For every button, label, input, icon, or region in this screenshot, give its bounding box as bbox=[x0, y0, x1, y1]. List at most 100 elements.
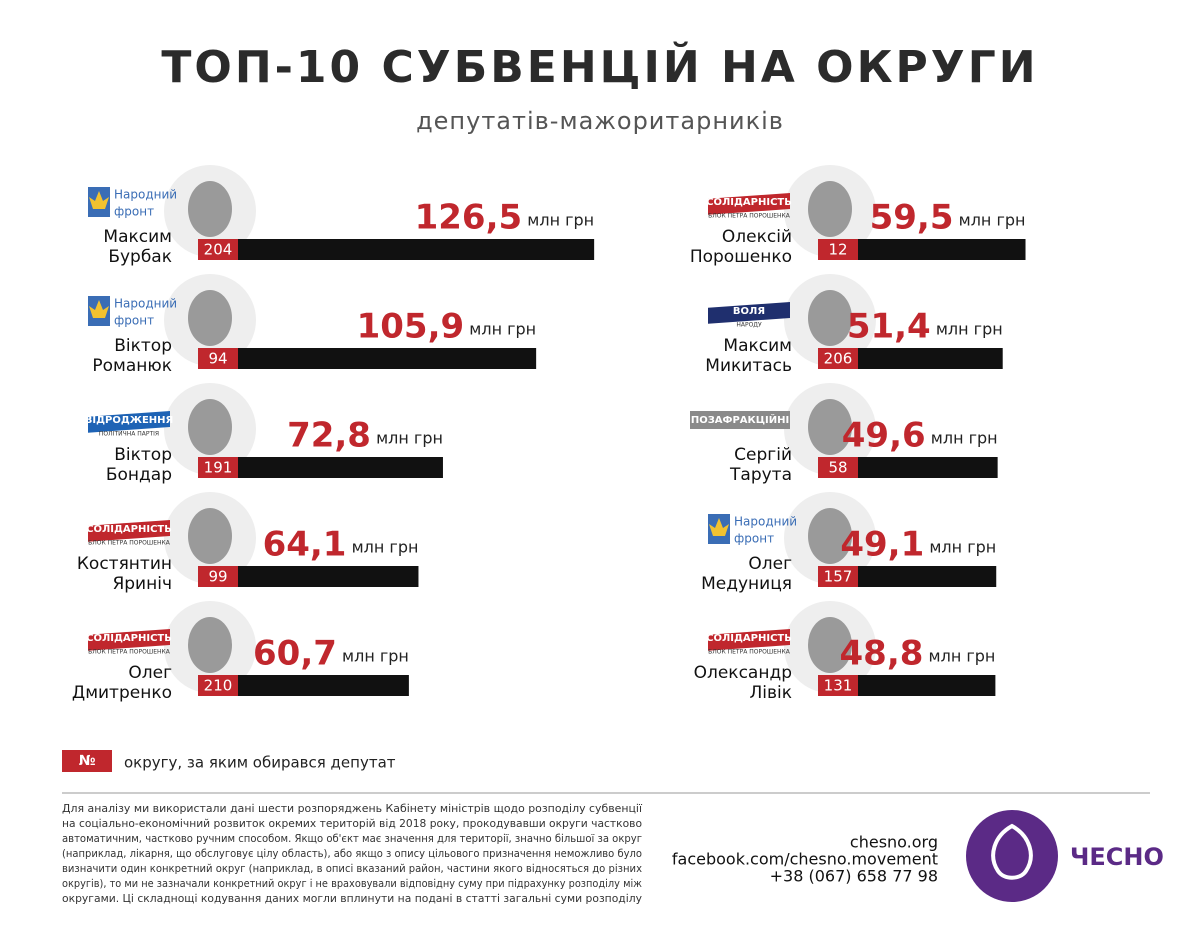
party-badge bbox=[708, 628, 790, 651]
value-label: 51,4 bbox=[847, 307, 931, 347]
name: Олег bbox=[748, 554, 792, 574]
district: 12 bbox=[828, 241, 847, 259]
party-sub: БЛОК ПЕТРА ПОРОШЕНКА bbox=[708, 213, 791, 220]
photo-figure bbox=[808, 617, 852, 673]
name: Яриніч bbox=[112, 574, 172, 594]
bar bbox=[238, 348, 537, 369]
value-label: 49,1 bbox=[840, 525, 924, 565]
party-badge bbox=[690, 411, 790, 429]
district-box bbox=[198, 675, 238, 696]
photo-figure bbox=[188, 399, 232, 455]
district-box bbox=[198, 348, 238, 369]
district: 204 bbox=[204, 241, 233, 259]
district-box bbox=[818, 239, 858, 260]
district: 94 bbox=[208, 350, 227, 368]
party-name: СОЛІДАРНІСТЬ bbox=[706, 633, 792, 644]
name: Микитась bbox=[705, 356, 792, 376]
footnote: визначити один конкретний округ (наприкл… bbox=[62, 863, 642, 875]
name: Дмитренко bbox=[72, 683, 172, 703]
footnote: на соціально-економічний розвиток окреми… bbox=[62, 818, 642, 830]
bar bbox=[238, 457, 443, 478]
value-label: 64,1 bbox=[263, 525, 347, 565]
party-sub: БЛОК ПЕТРА ПОРОШЕНКА bbox=[88, 540, 171, 547]
footnote: (наприклад, лікарня, що обслуговує цілу … bbox=[62, 848, 642, 860]
contact: +38 (067) 658 77 98 bbox=[770, 867, 938, 886]
brand-icon bbox=[991, 823, 1033, 880]
party-badge bbox=[708, 301, 790, 324]
value-label: 60,7 bbox=[253, 634, 337, 674]
district-box bbox=[818, 675, 858, 696]
party-badge bbox=[88, 410, 170, 433]
party-name: фронт bbox=[114, 205, 154, 219]
party-sub: БЛОК ПЕТРА ПОРОШЕНКА bbox=[708, 649, 791, 656]
photo-figure bbox=[808, 399, 852, 455]
value-unit: млн грн bbox=[352, 538, 419, 557]
district: 191 bbox=[204, 459, 233, 477]
photo-figure bbox=[808, 181, 852, 237]
name: Порошенко bbox=[690, 247, 792, 267]
party-name: Народний bbox=[734, 515, 797, 529]
party-icon-star bbox=[89, 191, 109, 209]
district: 210 bbox=[204, 677, 233, 695]
name: Максим bbox=[723, 336, 792, 356]
value-unit: млн грн bbox=[929, 647, 996, 666]
district-box bbox=[198, 566, 238, 587]
district: 131 bbox=[824, 677, 853, 695]
name: Віктор bbox=[114, 336, 172, 356]
value-label: 72,8 bbox=[287, 416, 371, 456]
district: 157 bbox=[824, 568, 853, 586]
party-sub: БЛОК ПЕТРА ПОРОШЕНКА bbox=[88, 649, 171, 656]
party-icon-star bbox=[89, 300, 109, 318]
legend-symbol: № bbox=[79, 753, 96, 769]
party-name: фронт bbox=[114, 314, 154, 328]
district-box bbox=[198, 457, 238, 478]
party-name: СОЛІДАРНІСТЬ bbox=[86, 524, 172, 535]
brand-name: ЧЕСНО bbox=[1070, 843, 1164, 871]
name: Романюк bbox=[92, 356, 172, 376]
value-unit: млн грн bbox=[929, 538, 996, 557]
value-unit: млн грн bbox=[469, 320, 536, 339]
value-label: 105,9 bbox=[357, 307, 465, 347]
party-sub: НАРОДУ bbox=[736, 322, 762, 329]
bar bbox=[858, 239, 1026, 260]
brand-logo bbox=[966, 810, 1058, 902]
district-box bbox=[818, 348, 858, 369]
party-name: СОЛІДАРНІСТЬ bbox=[86, 633, 172, 644]
party-badge bbox=[88, 628, 170, 651]
bar bbox=[858, 457, 998, 478]
footnote: округів), то ми не зазначали конкретний … bbox=[62, 878, 642, 890]
party-name: ВОЛЯ bbox=[733, 306, 765, 317]
party-name: ПОЗАФРАКЦІЙНІ bbox=[691, 413, 789, 426]
bar bbox=[238, 239, 595, 260]
name: Костянтин bbox=[77, 554, 172, 574]
value-unit: млн грн bbox=[527, 211, 594, 230]
name: Сергій bbox=[734, 445, 792, 465]
district-box bbox=[818, 566, 858, 587]
party-name: Народний bbox=[114, 297, 177, 311]
party-name: Народний bbox=[114, 188, 177, 202]
party-badge bbox=[708, 192, 790, 215]
photo-figure bbox=[808, 508, 852, 564]
district: 99 bbox=[208, 568, 227, 586]
name: Максим bbox=[103, 227, 172, 247]
district-box bbox=[818, 457, 858, 478]
title: ТОП-10 СУБВЕНЦІЙ НА ОКРУГИ bbox=[161, 40, 1038, 93]
legend-text: округу, за яким обирався депутат bbox=[124, 754, 396, 772]
bar bbox=[858, 675, 996, 696]
value-unit: млн грн bbox=[342, 647, 409, 666]
value-unit: млн грн bbox=[931, 429, 998, 448]
value-label: 49,6 bbox=[842, 416, 926, 456]
district-box bbox=[198, 239, 238, 260]
bar bbox=[238, 566, 419, 587]
bar bbox=[858, 348, 1003, 369]
party-name: фронт bbox=[734, 532, 774, 546]
district: 58 bbox=[828, 459, 847, 477]
photo-figure bbox=[188, 181, 232, 237]
footnote: автоматичним, частково ручним способом. … bbox=[62, 833, 642, 845]
party-badge bbox=[88, 519, 170, 542]
value-unit: млн грн bbox=[376, 429, 443, 448]
contact: chesno.org bbox=[850, 833, 938, 852]
name: Лівік bbox=[749, 683, 792, 703]
name: Олег bbox=[128, 663, 172, 683]
